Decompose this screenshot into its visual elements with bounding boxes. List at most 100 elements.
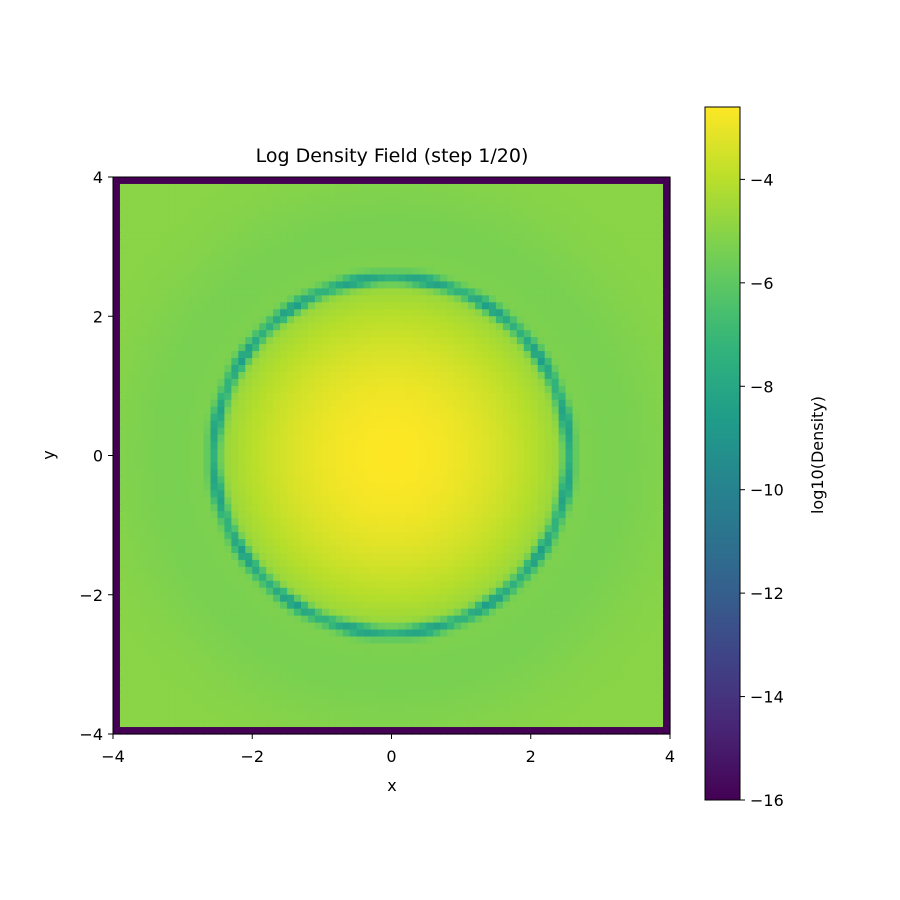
heatmap-cell	[294, 385, 302, 394]
heatmap-cell	[161, 385, 170, 394]
heatmap-cell	[259, 546, 267, 554]
heatmap-cell	[342, 511, 351, 519]
heatmap-cell	[405, 420, 413, 429]
heatmap-cell	[523, 559, 532, 568]
heatmap-cell	[287, 587, 295, 596]
heatmap-cell	[133, 358, 142, 366]
heatmap-cell	[182, 504, 191, 512]
heatmap-cell	[259, 309, 267, 317]
heatmap-cell	[663, 316, 671, 324]
heatmap-cell	[370, 344, 379, 352]
heatmap-cell	[412, 434, 420, 443]
heatmap-cell	[579, 316, 588, 324]
heatmap-cell	[516, 309, 525, 317]
heatmap-cell	[300, 302, 309, 310]
heatmap-cell	[663, 573, 671, 582]
heatmap-cell	[530, 218, 539, 227]
heatmap-cell	[133, 302, 142, 310]
heatmap-cell	[300, 566, 309, 575]
heatmap-cell	[280, 539, 288, 547]
heatmap-cell	[635, 462, 643, 471]
heatmap-cell	[509, 211, 518, 220]
heatmap-cell	[154, 462, 163, 471]
heatmap-cell	[551, 225, 560, 234]
heatmap-cell	[419, 177, 427, 185]
heatmap-cell	[537, 302, 546, 310]
heatmap-cell	[593, 364, 601, 373]
heatmap-cell	[363, 267, 372, 276]
heatmap-cell	[537, 364, 546, 373]
heatmap-cell	[537, 385, 546, 394]
heatmap-cell	[405, 525, 413, 533]
heatmap-cell	[572, 337, 581, 345]
heatmap-cell	[189, 302, 198, 310]
heatmap-cell	[468, 253, 476, 262]
heatmap-cell	[328, 462, 337, 471]
heatmap-cell	[133, 204, 142, 213]
heatmap-cell	[516, 448, 525, 457]
heatmap-cell	[245, 392, 253, 401]
heatmap-cell	[210, 183, 219, 192]
heatmap-cell	[482, 246, 490, 255]
heatmap-cell	[530, 211, 539, 220]
heatmap-cell	[482, 594, 490, 603]
heatmap-cell	[217, 559, 225, 568]
heatmap-cell	[607, 378, 615, 387]
heatmap-cell	[488, 511, 497, 519]
heatmap-cell	[175, 371, 184, 380]
heatmap-cell	[349, 177, 358, 185]
heatmap-cell	[642, 434, 650, 443]
heatmap-cell	[614, 302, 622, 310]
heatmap-cell	[147, 385, 156, 394]
heatmap-cell	[363, 316, 372, 324]
heatmap-cell	[147, 455, 156, 464]
heatmap-cell	[656, 476, 664, 484]
heatmap-cell	[300, 469, 309, 477]
heatmap-cell	[217, 420, 225, 429]
heatmap-cell	[391, 601, 400, 610]
heatmap-cell	[607, 504, 615, 512]
heatmap-cell	[558, 497, 567, 505]
heatmap-cell	[113, 309, 121, 317]
heatmap-cell	[314, 204, 323, 213]
heatmap-cell	[370, 497, 379, 505]
heatmap-cell	[593, 371, 601, 380]
heatmap-cell	[607, 330, 615, 338]
heatmap-cell	[335, 420, 344, 429]
heatmap-cell	[196, 288, 205, 296]
heatmap-cell	[377, 573, 386, 582]
heatmap-cell	[328, 483, 337, 491]
heatmap-cell	[328, 183, 337, 192]
heatmap-cell	[238, 239, 246, 248]
heatmap-cell	[391, 323, 400, 331]
heatmap-cell	[391, 351, 400, 359]
heatmap-cell	[495, 344, 504, 352]
heatmap-cell	[280, 392, 288, 401]
heatmap-cell	[342, 455, 351, 464]
heatmap-cell	[468, 274, 476, 283]
heatmap-cell	[468, 455, 476, 464]
heatmap-cell	[224, 288, 232, 296]
heatmap-cell	[126, 462, 135, 471]
heatmap-cell	[488, 218, 497, 227]
heatmap-cell	[663, 309, 671, 317]
heatmap-cell	[475, 344, 483, 352]
heatmap-cell	[273, 434, 281, 443]
heatmap-cell	[217, 392, 225, 401]
heatmap-cell	[224, 559, 232, 568]
heatmap-cell	[342, 434, 351, 443]
heatmap-cell	[154, 490, 163, 498]
heatmap-cell	[461, 337, 469, 345]
heatmap-cell	[113, 406, 121, 415]
heatmap-cell	[391, 497, 400, 505]
heatmap-cell	[663, 378, 671, 387]
heatmap-cell	[516, 260, 525, 269]
heatmap-cell	[649, 371, 657, 380]
heatmap-cell	[300, 406, 309, 415]
heatmap-cell	[328, 351, 337, 359]
heatmap-cell	[203, 511, 212, 519]
heatmap-cell	[475, 253, 483, 262]
heatmap-cell	[488, 371, 497, 380]
heatmap-cell	[488, 427, 497, 436]
heatmap-cell	[558, 309, 567, 317]
